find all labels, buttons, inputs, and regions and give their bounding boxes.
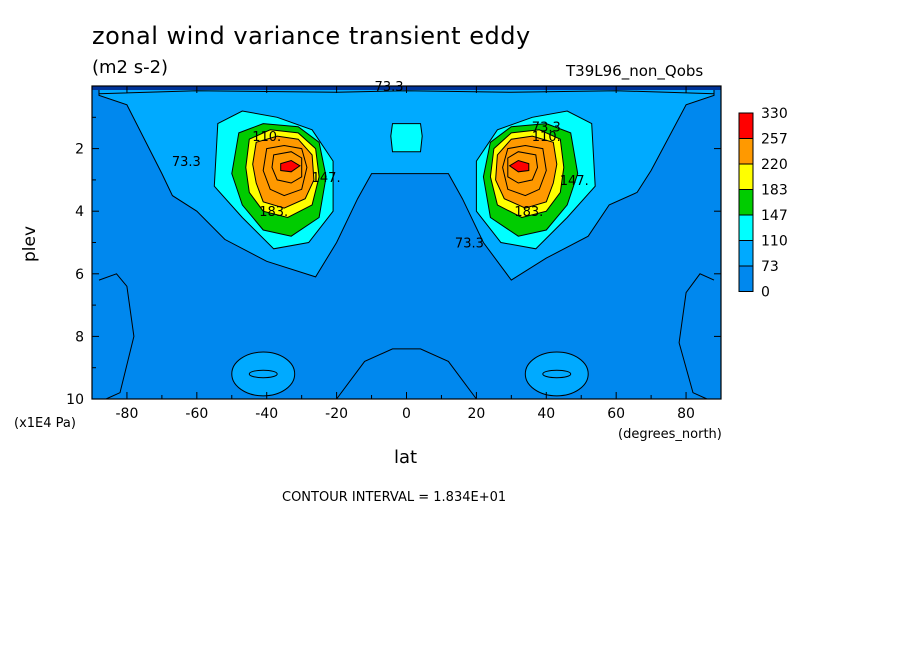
contour-label-1: 73.3: [375, 80, 404, 95]
contour-blob-north: [524, 351, 589, 397]
jet-north-level-4: [495, 135, 558, 209]
colorbar-swatch-6: [738, 240, 754, 267]
contour-label-10: 73.3: [455, 237, 484, 252]
x-tick-label: 80: [677, 406, 695, 422]
colorbar-label-8: 0: [761, 285, 770, 301]
chart-title: zonal wind variance transient eddy: [92, 22, 531, 50]
jet-north-level-6: [507, 151, 539, 184]
contour-blob-equator: [390, 123, 423, 153]
colorbar-label-5: 147: [761, 208, 788, 224]
y-tick-label: 10: [66, 392, 84, 408]
jet-south-level-4: [252, 135, 315, 209]
colorbar-swatch-1: [738, 112, 754, 139]
jet-south-level-6: [271, 151, 303, 184]
contour-ring-north: [542, 369, 572, 379]
x-tick-label: -60: [185, 406, 208, 422]
contour-blob-south: [231, 351, 296, 397]
contour-line-bottom: [336, 348, 477, 400]
jet-south-level-5: [262, 144, 308, 197]
jet-north-level-7: [508, 159, 530, 173]
contour-label-4: 147.: [312, 171, 341, 186]
colorbar-label-1: 330: [761, 106, 788, 122]
x-axis-label: lat: [394, 447, 418, 468]
contour-line-edge-north: [678, 273, 715, 400]
x-axis-unit: (degrees_north): [618, 427, 722, 442]
y-axis-unit: (x1E4 Pa): [14, 416, 76, 431]
x-tick-label: -20: [325, 406, 348, 422]
x-tick-label: 60: [607, 406, 625, 422]
colorbar-label-2: 257: [761, 132, 788, 148]
colorbar-swatch-7: [738, 265, 754, 292]
colorbar-swatch-5: [738, 214, 754, 241]
contour-label-7: 110.: [532, 130, 561, 145]
contour-label-3: 110.: [252, 130, 281, 145]
colorbar-label-3: 220: [761, 157, 788, 173]
colorbar-swatch-4: [738, 189, 754, 216]
y-tick-label: 2: [75, 142, 84, 158]
contour-label-8: 147.: [560, 174, 589, 189]
y-tick-label: 6: [75, 267, 84, 283]
contour-label-5: 183.: [259, 205, 288, 220]
y-tick-label: 4: [75, 204, 84, 220]
colorbar-label-6: 110: [761, 234, 788, 250]
contour-label-9: 183.: [514, 205, 543, 220]
x-tick-label: 20: [467, 406, 485, 422]
y-tick-label: 8: [75, 329, 84, 345]
jet-south-level-7: [280, 159, 301, 173]
colorbar-label-7: 73: [761, 259, 779, 275]
chart-units: (m2 s-2): [92, 57, 169, 78]
x-tick-label: -40: [255, 406, 278, 422]
colorbar-swatch-2: [738, 138, 754, 165]
x-tick-label: 40: [537, 406, 555, 422]
colorbar-swatch-3: [738, 163, 754, 190]
dataset-label: T39L96_non_Qobs: [566, 62, 704, 80]
contour-line-edge-south: [98, 273, 135, 400]
contour-label-2: 73.3: [172, 155, 201, 170]
colorbar-label-4: 183: [761, 183, 788, 199]
jet-north-level-5: [502, 144, 547, 197]
contour-label-6: 73.3: [532, 121, 561, 136]
contour-ring-south: [248, 369, 278, 379]
x-tick-label: 0: [402, 406, 411, 422]
contour-interval: CONTOUR INTERVAL = 1.834E+01: [282, 490, 507, 505]
x-tick-label: -80: [116, 406, 139, 422]
